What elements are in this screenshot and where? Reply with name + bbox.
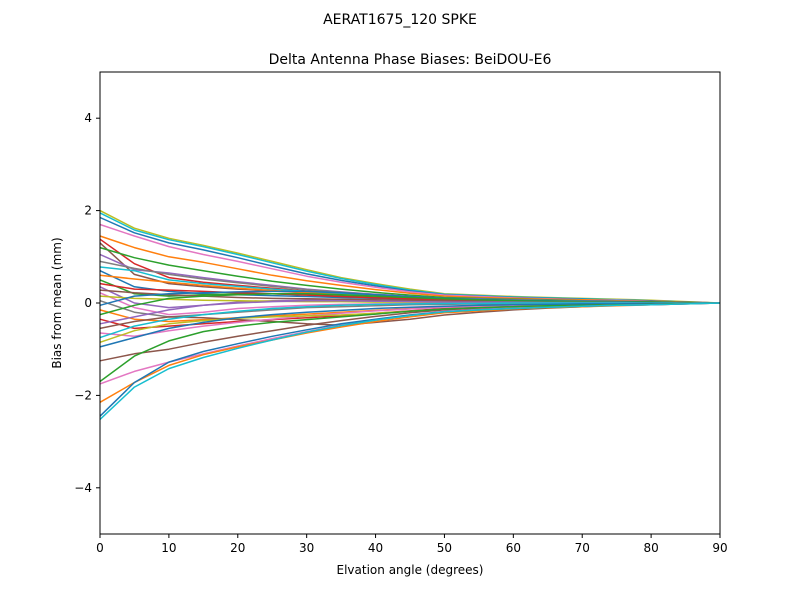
chart-title: Delta Antenna Phase Biases: BeiDOU-E6: [269, 52, 552, 68]
y-tick-label: 2: [84, 204, 92, 218]
x-axis-label: Elvation angle (degrees): [337, 563, 484, 577]
series-line-30: [99, 302, 721, 348]
y-tick-label: 4: [84, 111, 92, 125]
y-tick-label: −4: [74, 481, 92, 495]
x-tick-label: 80: [643, 541, 658, 555]
x-tick-label: 70: [575, 541, 590, 555]
series-line-1: [99, 209, 721, 304]
x-axis-ticks: 0 10 20 30 40 50 60 70 80 90: [96, 534, 728, 555]
y-axis-ticks: −4 −2 0 2 4: [74, 111, 100, 495]
series-layer: [99, 209, 721, 420]
figure-suptitle: AERAT1675_120 SPKE: [323, 12, 477, 28]
x-tick-label: 60: [506, 541, 521, 555]
x-tick-label: 90: [712, 541, 727, 555]
x-tick-label: 40: [368, 541, 383, 555]
series-line-36: [99, 302, 721, 420]
y-tick-label: −2: [74, 388, 92, 402]
x-tick-label: 30: [299, 541, 314, 555]
series-line-28: [99, 302, 720, 339]
y-axis-label: Bias from mean (mm): [50, 237, 64, 368]
x-tick-label: 50: [437, 541, 452, 555]
series-line-2: [99, 212, 721, 304]
x-tick-label: 20: [230, 541, 245, 555]
x-tick-label: 0: [96, 541, 104, 555]
y-tick-label: 0: [84, 296, 92, 310]
x-tick-label: 10: [161, 541, 176, 555]
